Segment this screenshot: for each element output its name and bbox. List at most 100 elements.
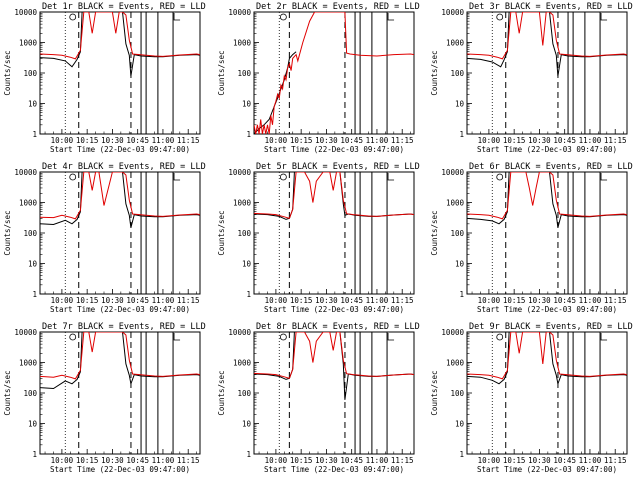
y-tick-label: 100 xyxy=(23,229,37,238)
x-tick-label: 10:45 xyxy=(126,296,149,305)
chart-panel-6: Det 6r BLACK = Events, RED = LLD 1 10 100 10… xyxy=(430,162,633,314)
plot-area xyxy=(467,172,627,294)
y-tick-label: 10 xyxy=(455,100,465,109)
x-tick-label: 10:00 xyxy=(265,456,288,465)
x-axis-label: Start Time (22-Dec-03 09:47:00) xyxy=(264,145,404,154)
chart-title: Det 3r BLACK = Events, RED = LLD xyxy=(469,2,633,12)
plot-frame xyxy=(253,331,415,455)
y-tick-label: 10 xyxy=(242,420,252,429)
y-tick-label: 100 xyxy=(450,69,464,78)
y-tick-label: 10000 xyxy=(14,328,37,337)
y-tick-label: 1000 xyxy=(19,199,38,208)
top-bracket-marker xyxy=(600,13,608,21)
chart-title: Det 9r BLACK = Events, RED = LLD xyxy=(469,322,633,332)
series-line-lld xyxy=(467,332,627,380)
y-tick-label: 100 xyxy=(450,389,464,398)
chart-title: Det 5r BLACK = Events, RED = LLD xyxy=(256,162,420,172)
x-tick-label: 11:00 xyxy=(579,456,602,465)
x-tick-label: 10:30 xyxy=(315,296,338,305)
plot-area xyxy=(467,12,627,134)
series-line-lld xyxy=(40,332,200,380)
x-tick-label: 10:00 xyxy=(265,136,288,145)
y-tick-label: 10000 xyxy=(441,168,464,177)
x-tick-label: 10:30 xyxy=(101,456,124,465)
y-tick-label: 1000 xyxy=(233,199,252,208)
series-line-lld xyxy=(254,172,414,220)
x-tick-label: 10:45 xyxy=(126,456,149,465)
chart-panel-4: Det 4r BLACK = Events, RED = LLD 1 10 100 10… xyxy=(3,162,206,314)
top-circle-marker xyxy=(496,173,504,181)
chart-title: Det 2r BLACK = Events, RED = LLD xyxy=(256,2,420,12)
x-axis-label: Start Time (22-Dec-03 09:47:00) xyxy=(264,465,404,474)
y-axis-label: Counts/sec xyxy=(217,50,226,95)
top-bracket-marker xyxy=(173,173,181,181)
x-tick-label: 11:15 xyxy=(604,456,627,465)
top-bracket-marker xyxy=(600,173,608,181)
top-circle-marker xyxy=(69,13,77,21)
x-tick-label: 10:30 xyxy=(528,296,551,305)
y-tick-label: 10000 xyxy=(228,8,251,17)
plot-frame xyxy=(466,11,628,135)
y-tick-label: 10000 xyxy=(228,328,251,337)
x-tick-label: 11:15 xyxy=(604,296,627,305)
x-tick-label: 11:15 xyxy=(177,136,200,145)
top-circle-marker xyxy=(279,173,287,181)
x-tick-label: 10:30 xyxy=(528,456,551,465)
x-axis-label: Start Time (22-Dec-03 09:47:00) xyxy=(50,465,190,474)
y-axis-label: Counts/sec xyxy=(3,210,12,255)
top-bracket-marker xyxy=(387,13,395,21)
x-tick-label: 11:15 xyxy=(604,136,627,145)
y-axis-label: Counts/sec xyxy=(217,370,226,415)
plot-frame xyxy=(39,331,201,455)
x-tick-label: 10:45 xyxy=(126,136,149,145)
plot-area xyxy=(467,332,627,454)
x-tick-label: 11:00 xyxy=(366,456,389,465)
chart-title: Det 8r BLACK = Events, RED = LLD xyxy=(256,322,420,332)
y-tick-label: 10 xyxy=(242,100,252,109)
plot-area xyxy=(254,332,414,454)
x-tick-label: 11:00 xyxy=(366,136,389,145)
y-tick-label: 10000 xyxy=(441,328,464,337)
y-tick-label: 100 xyxy=(237,389,251,398)
plot-frame xyxy=(39,171,201,295)
x-tick-label: 10:00 xyxy=(51,136,74,145)
series-line-events xyxy=(254,172,414,220)
x-tick-label: 11:15 xyxy=(391,296,414,305)
x-tick-label: 10:30 xyxy=(101,136,124,145)
y-tick-label: 100 xyxy=(23,389,37,398)
x-tick-label: 10:45 xyxy=(340,296,363,305)
x-tick-label: 10:30 xyxy=(101,296,124,305)
y-tick-label: 1000 xyxy=(446,199,465,208)
plot-area xyxy=(40,332,200,454)
y-tick-label: 10 xyxy=(28,420,38,429)
plot-area xyxy=(254,12,414,134)
y-axis-label: Counts/sec xyxy=(430,210,439,255)
series-line-events xyxy=(254,51,297,134)
x-tick-label: 10:30 xyxy=(315,456,338,465)
chart-panel-2: Det 2r BLACK = Events, RED = LLD 1 10 100 10… xyxy=(217,2,420,154)
chart-title: Det 1r BLACK = Events, RED = LLD xyxy=(42,2,206,12)
y-tick-label: 1000 xyxy=(19,39,38,48)
y-axis-label: Counts/sec xyxy=(430,370,439,415)
x-tick-label: 10:45 xyxy=(553,296,576,305)
top-bracket-marker xyxy=(173,13,181,21)
y-tick-label: 1 xyxy=(246,450,251,459)
y-tick-label: 10 xyxy=(242,260,252,269)
chart-panel-3: Det 3r BLACK = Events, RED = LLD 1 10 100 10… xyxy=(430,2,633,154)
x-tick-label: 10:00 xyxy=(478,456,501,465)
plot-area xyxy=(40,12,200,134)
x-tick-label: 11:00 xyxy=(579,136,602,145)
y-tick-label: 10 xyxy=(28,100,38,109)
y-tick-label: 1000 xyxy=(233,359,252,368)
y-tick-label: 1 xyxy=(32,130,37,139)
x-tick-label: 10:00 xyxy=(51,296,74,305)
series-line-events xyxy=(467,12,627,77)
y-tick-label: 100 xyxy=(23,69,37,78)
plot-area xyxy=(254,172,414,294)
y-tick-label: 1 xyxy=(459,130,464,139)
x-tick-label: 10:15 xyxy=(503,296,526,305)
y-tick-label: 1 xyxy=(459,450,464,459)
top-bracket-marker xyxy=(387,173,395,181)
y-tick-label: 100 xyxy=(237,229,251,238)
